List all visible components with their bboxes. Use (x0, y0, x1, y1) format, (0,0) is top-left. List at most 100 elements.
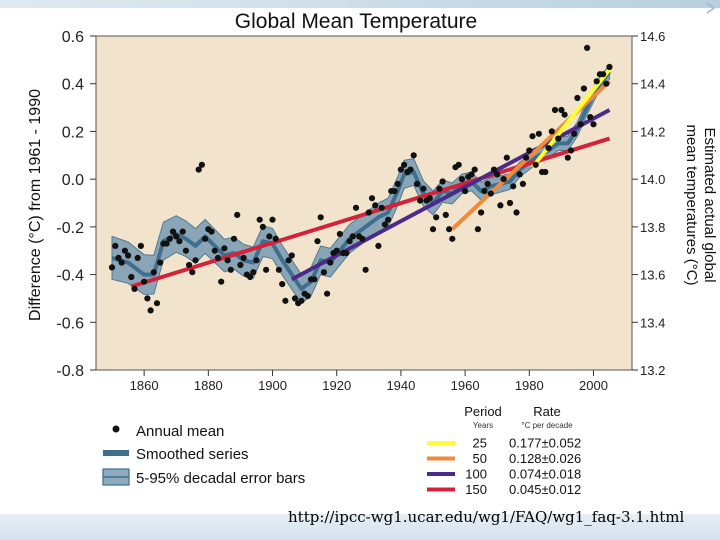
annual-mean-point (378, 204, 385, 211)
annual-mean-point (542, 168, 549, 176)
annual-mean-point (173, 233, 180, 240)
y-tick-label: -0.4 (56, 268, 84, 285)
annual-mean-point (410, 152, 417, 159)
annual-mean-point (558, 106, 565, 114)
legend-period-subheader: Years (473, 421, 493, 430)
annual-mean-point (397, 166, 404, 173)
x-tick-label: 1980 (515, 378, 544, 393)
annual-mean-point (186, 261, 193, 269)
annual-mean-point (202, 235, 209, 242)
legend-period-header: Period (464, 404, 502, 419)
annual-mean-point (413, 180, 421, 187)
y-tick-label: -0.6 (56, 315, 84, 332)
annual-mean-point (327, 259, 334, 266)
annual-mean-point (240, 254, 247, 261)
annual-mean-point (288, 252, 295, 259)
annual-mean-point (564, 154, 571, 161)
annual-mean-point (494, 171, 501, 178)
annual-mean-point (266, 233, 273, 240)
legend-trend-years-150: 150 (465, 482, 487, 497)
annual-mean-point (227, 266, 234, 273)
y2-axis-label-line2: mean temperatures (°C) (683, 124, 700, 285)
legend-trend-rate-25: 0.177±0.052 (509, 436, 581, 451)
annual-mean-point (426, 195, 433, 202)
annual-mean-point (230, 235, 238, 242)
x-tick-label: 1940 (386, 378, 415, 393)
annual-mean-point (137, 242, 144, 249)
annual-mean-point (128, 273, 135, 281)
annual-mean-point (141, 278, 148, 285)
annual-mean-point (195, 166, 202, 173)
annual-mean-point (214, 254, 222, 261)
annual-mean-point (349, 233, 356, 240)
annual-mean-point (571, 130, 578, 137)
annual-mean-point (394, 180, 401, 187)
annual-mean-point (192, 257, 199, 264)
y2-tick-label: 14.2 (640, 124, 665, 139)
y-tick-label: 0.4 (62, 77, 84, 94)
annual-mean-point (115, 254, 122, 261)
annual-mean-point (433, 214, 440, 221)
annual-mean-point (224, 257, 231, 264)
annual-mean-point (125, 252, 132, 259)
legend-error-label: 5-95% decadal error bars (136, 470, 305, 487)
legend-trend-rate-150: 0.045±0.012 (509, 482, 581, 497)
annual-mean-point (234, 211, 241, 218)
annual-mean-point (263, 266, 270, 273)
y2-tick-label: 13.4 (640, 315, 665, 330)
legend-trend-years-100: 100 (465, 467, 487, 482)
annual-mean-point (169, 228, 177, 235)
source-url[interactable]: http://ipcc-wg1.ucar.edu/wg1/FAQ/wg1_faq… (288, 508, 685, 526)
annual-mean-point (455, 161, 462, 168)
annual-mean-point (381, 221, 388, 228)
annual-mean-point (484, 180, 491, 187)
y2-tick-label: 14.4 (640, 77, 665, 92)
annual-mean-point (336, 230, 343, 238)
annual-mean-point (449, 235, 456, 242)
annual-mean-point (282, 297, 289, 304)
annual-mean-point (359, 235, 366, 242)
annual-mean-point (600, 71, 607, 78)
annual-mean-point (474, 226, 481, 233)
annual-mean-point (208, 228, 215, 235)
annual-mean-point (526, 147, 533, 154)
annual-mean-point (112, 242, 119, 249)
annual-mean-point (500, 176, 507, 183)
annual-mean-point (532, 161, 539, 168)
y2-axis-label-line1: Estimated actual global (701, 127, 718, 282)
annual-mean-point (577, 121, 584, 128)
y2-tick-label: 13.8 (640, 220, 665, 235)
y-tick-label: -0.2 (56, 220, 84, 237)
annual-mean-point (458, 176, 465, 183)
annual-mean-point (247, 273, 254, 281)
y2-tick-label: 13.2 (640, 363, 665, 378)
chart-title: Global Mean Temperature (235, 10, 477, 33)
annual-mean-point (311, 276, 318, 283)
annual-mean-point (304, 292, 311, 300)
legend-rate-subheader: °C per decade (521, 421, 573, 430)
annual-mean-point (590, 121, 597, 128)
annual-mean-point (519, 180, 527, 187)
annual-mean-point (317, 214, 324, 221)
x-tick-label: 1920 (322, 378, 351, 393)
annual-mean-point (385, 216, 392, 223)
annual-mean-point (429, 226, 437, 233)
trend-line-50 (450, 79, 611, 231)
top-decorative-bar (0, 0, 720, 8)
annual-mean-point (471, 166, 478, 173)
annual-mean-point (198, 161, 205, 168)
annual-mean-point (150, 269, 157, 276)
legend: Annual mean Smoothed series 5-95% decada… (102, 404, 581, 497)
annual-mean-point (279, 281, 286, 288)
annual-mean-point (481, 188, 488, 195)
y-axis-label: Difference (°C) from 1961 - 1990 (27, 89, 44, 321)
annual-mean-point (468, 171, 475, 178)
annual-mean-point (250, 269, 257, 276)
annual-mean-point (593, 78, 600, 85)
annual-mean-point (346, 238, 353, 245)
annual-mean-point (237, 261, 244, 269)
y-tick-label: 0.0 (62, 172, 84, 189)
annual-mean-point (513, 209, 520, 216)
annual-mean-point (372, 202, 379, 209)
legend-trend-rate-100: 0.074±0.018 (509, 467, 581, 482)
